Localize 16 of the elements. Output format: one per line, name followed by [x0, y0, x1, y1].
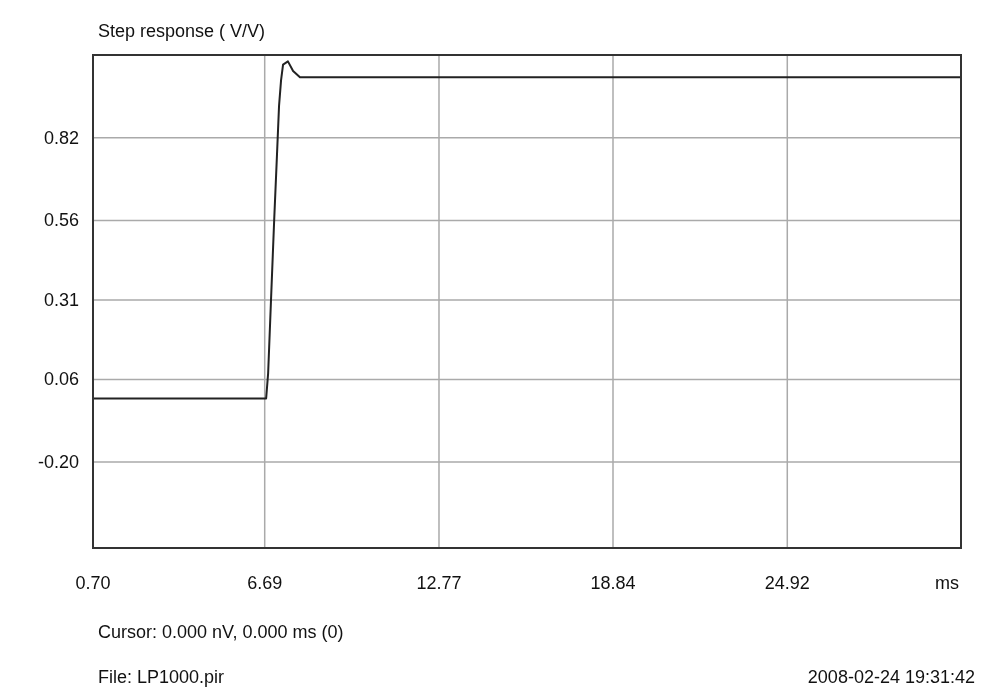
x-tick-label: 24.92: [764, 573, 810, 593]
y-tick-label: 0.31: [43, 289, 79, 310]
line-series: [92, 60, 962, 400]
text: 2008-02-24 19:31:42: [807, 667, 975, 687]
x-tick-label: 18.84: [590, 573, 636, 593]
y-tick-label: -0.20: [37, 452, 79, 473]
x-tick-label: 0.70: [75, 573, 111, 593]
text: Cursor: 0.000 nV, 0.000 ms (0): [98, 622, 344, 642]
y-tick-label: 0.06: [43, 369, 79, 390]
x-tick-label: 6.69: [247, 573, 283, 593]
chart-title: Step response ( V/V): [98, 21, 266, 41]
y-tick-label: 0.82: [43, 127, 79, 148]
y-tick-label: 0.56: [43, 210, 79, 231]
x-axis-title: ms: [935, 573, 959, 593]
text: File: LP1000.pir: [98, 667, 225, 687]
x-tick-label: 12.77: [416, 573, 462, 593]
